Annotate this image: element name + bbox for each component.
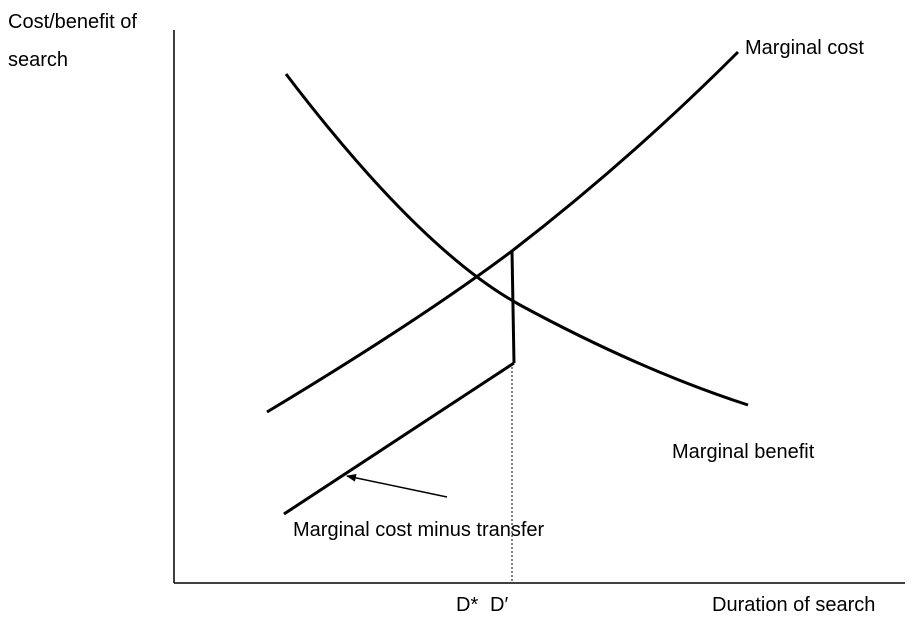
curve-label: Marginal benefit — [672, 441, 815, 463]
y-axis-label: search — [8, 49, 68, 71]
curve-label: Marginal cost — [745, 37, 864, 59]
transfer-drop — [510, 250, 516, 364]
pointer-arrow — [346, 473, 448, 498]
marginal-cost-minus-transfer-curve — [283, 361, 515, 516]
marginal-cost-curve — [266, 50, 740, 414]
x-marker-label: D* — [456, 594, 478, 616]
y-axis-label: Cost/benefit of — [8, 11, 137, 33]
marginal-benefit-curve — [284, 73, 749, 407]
curve-label: Marginal cost minus transfer — [293, 519, 545, 541]
x-marker-label: D′ — [490, 594, 508, 616]
x-axis-label: Duration of search — [712, 594, 875, 616]
